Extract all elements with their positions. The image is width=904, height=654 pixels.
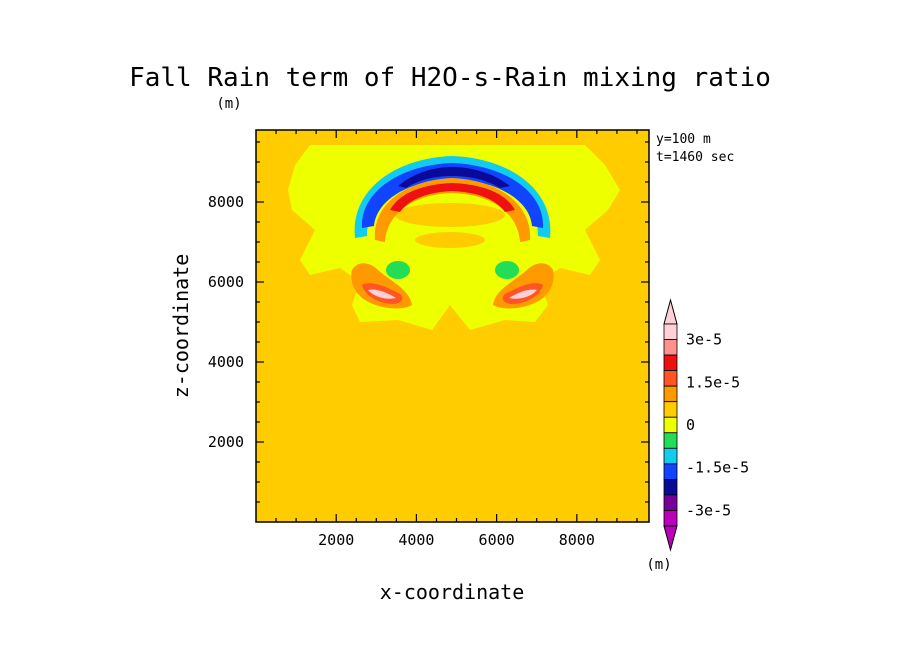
colorbar-level-swatch xyxy=(663,416,678,434)
contour-left-lobe-core xyxy=(368,289,396,299)
colorbar-min-arrow xyxy=(663,525,678,552)
colorbar-unit-label: (m) xyxy=(646,557,671,573)
colorbar-level-swatch xyxy=(663,370,678,387)
plot-frame xyxy=(255,129,650,523)
colorbar-tick-label: 1.5e-5 xyxy=(686,373,740,391)
colorbar-level-swatch xyxy=(663,494,678,511)
colorbar-tick-label: 0 xyxy=(686,416,695,434)
chart-title: Fall Rain term of H2O-s-Rain mixing rati… xyxy=(129,63,771,93)
contour-right-lobe-core xyxy=(509,289,537,299)
colorbar-level-swatch xyxy=(663,447,678,465)
colorbar-level-swatch xyxy=(663,385,678,403)
y-axis-label: z-coordinate xyxy=(169,254,193,399)
colorbar-level-swatch xyxy=(663,323,678,340)
colorbar-level-swatch xyxy=(663,463,678,480)
annotation-y: y=100 m xyxy=(656,132,711,147)
contour-green-left xyxy=(386,261,410,279)
y-tick-label: 8000 xyxy=(208,193,244,211)
colorbar-level-swatch xyxy=(663,478,678,496)
contour-fills xyxy=(288,145,620,330)
colorbar-level-swatch xyxy=(663,401,678,418)
y-unit-label: (m) xyxy=(216,96,241,112)
colorbar-level-swatch xyxy=(663,339,678,356)
contour-inner-orange-1 xyxy=(395,203,505,227)
x-tick-label: 6000 xyxy=(479,531,515,549)
axis-ticks: 2000 4000 6000 8000 2000 4000 6000 8000 xyxy=(208,130,649,549)
colorbar-level-swatch xyxy=(663,354,678,372)
annotation-t: t=1460 sec xyxy=(656,150,734,165)
y-tick-label: 2000 xyxy=(208,433,244,451)
y-tick-label: 6000 xyxy=(208,273,244,291)
x-tick-label: 4000 xyxy=(398,531,434,549)
contour-darkblue-arc xyxy=(398,167,510,188)
colorbar-tick-label: 3e-5 xyxy=(686,331,722,349)
colorbar-max-arrow xyxy=(663,298,678,325)
contour-inner-orange-2 xyxy=(415,232,485,248)
colorbar-tick-label: -1.5e-5 xyxy=(686,459,749,477)
x-axis-label: x-coordinate xyxy=(380,580,525,604)
contour-red-arc xyxy=(390,183,515,212)
colorbar-level-swatch xyxy=(663,510,678,527)
y-tick-label: 4000 xyxy=(208,353,244,371)
colorbar-level-swatch xyxy=(663,432,678,449)
colorbar: 3e-5 1.5e-5 0 -1.5e-5 -3e-5 xyxy=(663,298,749,552)
plot-area: 2000 4000 6000 8000 2000 4000 6000 8000 xyxy=(208,129,650,549)
x-tick-label: 8000 xyxy=(559,531,595,549)
x-tick-label: 2000 xyxy=(318,531,354,549)
contour-green-right xyxy=(495,261,519,279)
colorbar-tick-label: -3e-5 xyxy=(686,501,731,519)
